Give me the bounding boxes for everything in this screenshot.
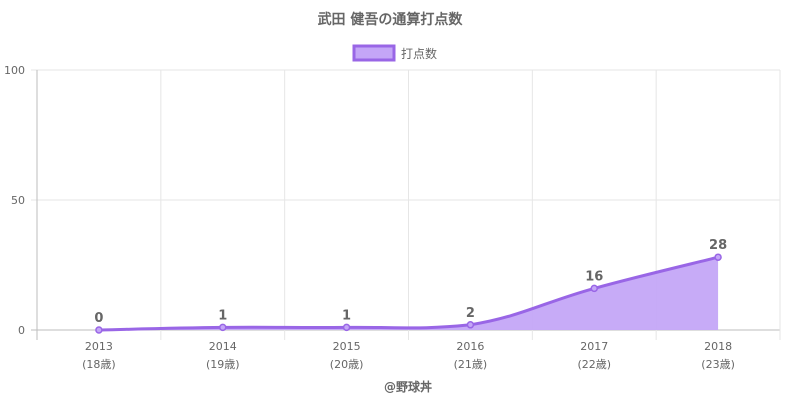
- y-tick-label: 50: [11, 194, 25, 207]
- y-tick-label: 100: [4, 64, 25, 77]
- series-area: [95, 253, 722, 334]
- series-area-fill: [98, 257, 719, 330]
- data-label: 2: [466, 306, 475, 321]
- legend-label: 打点数: [401, 46, 437, 61]
- y-axis: 0 50 100: [4, 64, 25, 337]
- data-point: [95, 326, 103, 334]
- y-tick-label: 0: [18, 324, 25, 337]
- data-point: [342, 323, 351, 332]
- x-tick-sublabel: (20歳): [330, 358, 364, 371]
- data-point: [219, 323, 227, 332]
- data-point: [466, 321, 475, 329]
- data-label: 28: [709, 238, 727, 253]
- data-point: [590, 284, 598, 293]
- x-tick-sublabel: (23歳): [701, 358, 735, 371]
- x-tick-sublabel: (22歳): [577, 358, 611, 371]
- chart-title: 武田 健吾の通算打点数: [318, 11, 464, 28]
- data-labels: 0 1 1 2 16 28: [94, 238, 727, 326]
- legend[interactable]: 打点数: [352, 44, 437, 62]
- x-tick-label: 2017: [580, 340, 608, 353]
- data-label: 0: [94, 311, 103, 326]
- legend-swatch: [352, 44, 396, 62]
- x-tick-label: 2018: [704, 340, 732, 353]
- series-line: [98, 255, 719, 332]
- x-tick-label: 2015: [333, 340, 361, 353]
- x-tick-label: 2016: [456, 340, 484, 353]
- x-tick-label: 2013: [85, 340, 113, 353]
- data-label: 1: [218, 308, 227, 323]
- x-tick-sublabel: (21歳): [454, 358, 488, 371]
- credit-text: @野球丼: [384, 379, 432, 394]
- x-tick-label: 2014: [209, 340, 237, 353]
- x-axis: 2013 (18歳) 2014 (19歳) 2015 (20歳) 2016 (21歳) 2017…: [82, 340, 735, 371]
- data-label: 1: [342, 308, 351, 323]
- x-tick-sublabel: (19歳): [206, 358, 240, 371]
- data-label: 16: [585, 269, 603, 284]
- data-point: [714, 253, 722, 261]
- x-tick-sublabel: (18歳): [82, 358, 116, 371]
